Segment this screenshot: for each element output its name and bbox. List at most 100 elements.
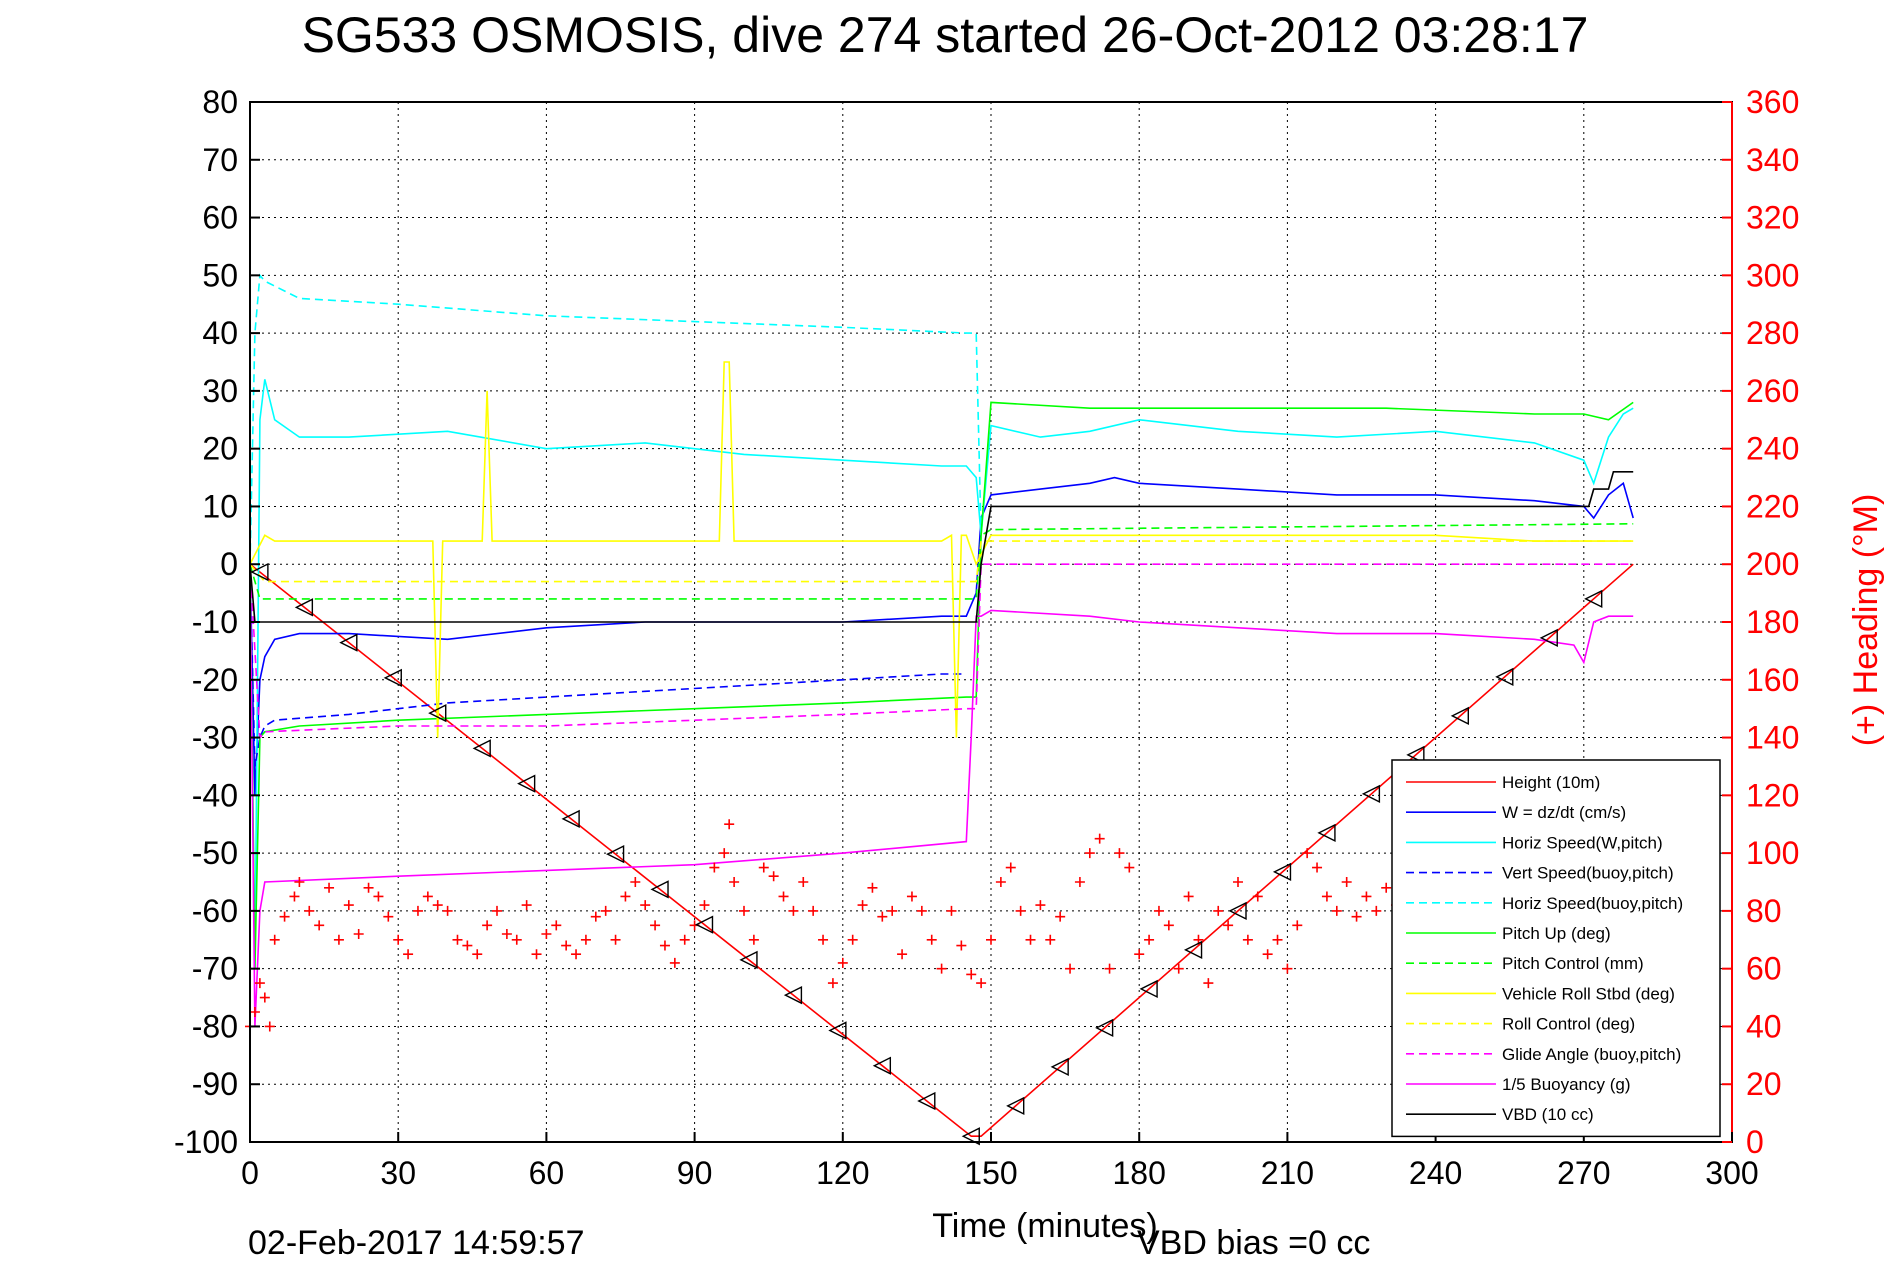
heading-point <box>986 934 996 945</box>
y2-tick-label: 20 <box>1746 1066 1782 1102</box>
heading-point <box>333 934 344 945</box>
y2-tick-label: 200 <box>1746 546 1799 582</box>
legend-label: Horiz Speed(buoy,pitch) <box>1502 894 1683 913</box>
y-tick-label: -90 <box>192 1066 238 1102</box>
legend-label: Pitch Control (mm) <box>1502 954 1644 973</box>
heading-point <box>1321 891 1332 902</box>
y2-tick-label: 280 <box>1746 315 1799 351</box>
heading-point <box>827 978 838 989</box>
series-line-8 <box>249 540 1634 583</box>
chart-title: SG533 OSMOSIS, dive 274 started 26-Oct-2… <box>302 7 1589 63</box>
heading-point <box>264 1021 275 1032</box>
legend-label: W = dz/dt (cm/s) <box>1502 803 1626 822</box>
y2-tick-label: 100 <box>1746 835 1799 871</box>
height-marker <box>561 809 580 829</box>
heading-point <box>1074 877 1085 887</box>
height-marker <box>1495 667 1514 687</box>
heading-point <box>1262 949 1273 960</box>
heading-point <box>294 877 305 887</box>
heading-point <box>1144 934 1155 945</box>
heading-point <box>1223 920 1234 931</box>
y-axis-right: 3603403203002802602402202001801601401201… <box>1722 84 1799 1160</box>
heading-point <box>511 934 522 945</box>
heading-point <box>249 1007 260 1017</box>
heading-point <box>729 877 740 887</box>
height-marker <box>1095 1018 1114 1038</box>
heading-point <box>1213 905 1224 916</box>
heading-point <box>1055 911 1066 922</box>
series-line-7 <box>249 361 1634 738</box>
heading-point <box>314 920 325 931</box>
height-marker <box>961 1127 980 1146</box>
heading-point <box>995 877 1006 887</box>
heading-point <box>640 900 651 911</box>
legend-label: Vehicle Roll Stbd (deg) <box>1502 984 1675 1003</box>
heading-point <box>719 848 730 859</box>
heading-point <box>669 957 680 968</box>
heading-point <box>1163 920 1174 931</box>
heading-point <box>1361 891 1372 902</box>
heading-point <box>1371 905 1382 916</box>
x-tick-label: 270 <box>1557 1155 1610 1191</box>
heading-point <box>1084 848 1095 859</box>
heading-point <box>887 905 898 916</box>
heading-point <box>897 949 908 960</box>
x-tick-label: 210 <box>1261 1155 1314 1191</box>
y-tick-label: 70 <box>202 142 238 178</box>
height-marker <box>783 986 803 1005</box>
height-marker <box>294 598 314 617</box>
heading-point <box>1124 862 1135 873</box>
series-line-2 <box>249 379 1634 969</box>
heading-point <box>1203 978 1214 989</box>
y-tick-label: -80 <box>192 1008 238 1044</box>
heading-point <box>650 920 661 931</box>
height-markers <box>250 562 1603 1146</box>
heading-point <box>788 905 799 916</box>
height-marker <box>739 950 758 970</box>
heading-point <box>1272 934 1283 945</box>
series-layer <box>249 273 1634 1137</box>
height-marker <box>1183 940 1203 960</box>
y-tick-label: 40 <box>202 315 238 351</box>
x-tick-label: 30 <box>380 1155 416 1191</box>
heading-point <box>482 920 493 931</box>
heading-point <box>847 934 858 945</box>
legend-label: Height (10m) <box>1502 773 1600 792</box>
y2-tick-label: 320 <box>1746 200 1799 236</box>
heading-point <box>758 862 769 873</box>
heading-point <box>373 891 384 902</box>
y2-tick-label: 40 <box>1746 1008 1782 1044</box>
height-marker <box>828 1021 847 1040</box>
heading-point <box>289 891 300 902</box>
y2-tick-label: 260 <box>1746 373 1799 409</box>
y-tick-label: -40 <box>192 777 238 813</box>
heading-point <box>269 934 280 945</box>
heading-point <box>768 871 779 882</box>
heading-point <box>432 900 443 911</box>
heading-point <box>1312 862 1323 873</box>
height-marker <box>650 880 669 899</box>
heading-point <box>1173 963 1184 974</box>
heading-point <box>541 929 552 939</box>
legend-box <box>1391 759 1721 1138</box>
y-tick-label: 30 <box>202 373 238 409</box>
heading-point <box>324 882 335 893</box>
heading-point <box>699 900 710 911</box>
legend-label: VBD (10 cc) <box>1502 1105 1594 1124</box>
heading-point <box>1242 934 1253 945</box>
heading-point <box>748 934 759 945</box>
heading-point <box>946 905 957 916</box>
y2-tick-label: 80 <box>1746 893 1782 929</box>
heading-point <box>279 911 290 922</box>
height-marker <box>1361 784 1381 804</box>
height-marker <box>917 1091 936 1111</box>
legend-label: Glide Angle (buoy,pitch) <box>1502 1045 1681 1064</box>
y2-tick-label: 300 <box>1746 257 1799 293</box>
heading-point <box>724 819 735 830</box>
height-marker <box>428 703 447 723</box>
y2-tick-label: 220 <box>1746 488 1799 524</box>
heading-point <box>1233 877 1243 887</box>
series-line-3 <box>249 564 967 767</box>
heading-point <box>1094 833 1105 844</box>
height-marker <box>1539 628 1558 648</box>
